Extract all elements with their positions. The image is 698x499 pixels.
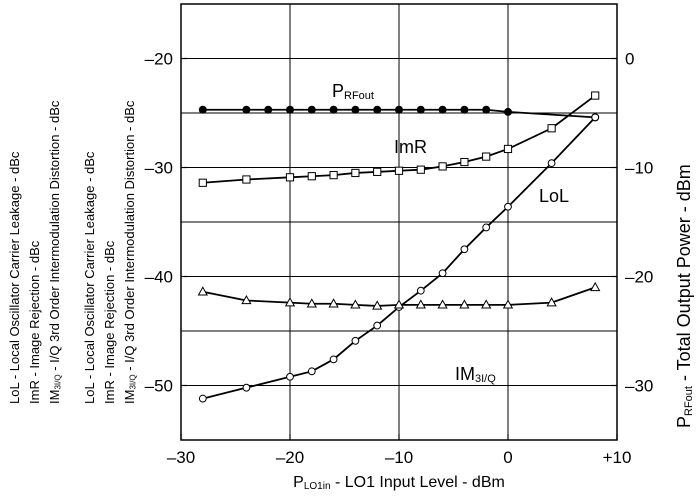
y-right-axis-label-sub: RFout <box>683 386 695 416</box>
x-tick-label: 0 <box>503 448 512 467</box>
y-left-axis-label: ImR - Image Rejection - dBc <box>27 240 42 404</box>
y-left-axis-label-main: LoL - Local Oscillator Carrier Leakage -… <box>82 151 97 404</box>
y-left-tick-label: –20 <box>145 50 173 69</box>
data-point <box>592 92 599 99</box>
y-right-axis-label-main: P <box>674 416 694 428</box>
y-left-axis-label-rest: - I/Q 3rd Order Intermodulation Distorti… <box>122 100 137 374</box>
y-left-axis-label: LoL - Local Oscillator Carrier Leakage -… <box>7 151 22 404</box>
series-label-sub: 3I/Q <box>475 373 496 385</box>
y-left-axis-label-main: IM <box>47 390 62 404</box>
grid-layer <box>181 4 617 440</box>
data-point <box>243 106 250 113</box>
data-point <box>592 114 599 121</box>
data-point <box>243 176 250 183</box>
data-point <box>505 108 512 115</box>
y-left-tick-label: –30 <box>145 159 173 178</box>
series-label: ImR <box>394 137 427 157</box>
series-label-main: LoL <box>539 186 569 206</box>
y-right-axis-label: PRFout - Total Output Power - dBm <box>674 164 695 428</box>
data-point <box>199 106 206 113</box>
x-tick-label: –20 <box>276 448 304 467</box>
data-point <box>286 174 293 181</box>
data-point <box>352 106 359 113</box>
data-point <box>439 163 446 170</box>
series-label: PRFout <box>332 81 374 102</box>
y-left-axis-label-main: ImR - Image Rejection - dBc <box>102 240 117 404</box>
y-right-tick-label: –30 <box>625 377 653 396</box>
x-axis-label-rest: - LO1 Input Level - dBm <box>331 474 505 491</box>
y-right-axis-label-rest: - Total Output Power - dBm <box>674 164 694 386</box>
data-point <box>439 106 446 113</box>
data-point <box>439 270 446 277</box>
x-tick-label: –10 <box>385 448 413 467</box>
data-point <box>461 158 468 165</box>
data-point <box>308 368 315 375</box>
x-tick-label: +10 <box>603 448 632 467</box>
y-left-axis-label-rest: - I/Q 3rd Order Intermodulation Distorti… <box>47 100 62 374</box>
x-axis-label-main: P <box>293 474 304 491</box>
data-point <box>417 287 424 294</box>
x-tick-label: –30 <box>167 448 195 467</box>
y-left-axis-label-main: LoL - Local Oscillator Carrier Leakage -… <box>7 151 22 404</box>
y-left-axis-label: LoL - Local Oscillator Carrier Leakage -… <box>82 151 97 404</box>
y-left-axis-label-main: ImR - Image Rejection - dBc <box>27 240 42 404</box>
data-point <box>199 179 206 186</box>
data-point <box>374 106 381 113</box>
data-point <box>374 168 381 175</box>
y-right-tick-label: –10 <box>625 159 653 178</box>
y-right-tick-label: –20 <box>625 268 653 287</box>
y-left-axis-label-sub: 3I/Q <box>54 374 63 389</box>
data-point <box>265 106 272 113</box>
data-point <box>308 173 315 180</box>
data-point <box>396 106 403 113</box>
y-right-tick-label: 0 <box>625 50 634 69</box>
series-label-main: ImR <box>394 137 427 157</box>
data-point <box>243 384 250 391</box>
data-point <box>483 106 490 113</box>
data-point <box>504 145 511 152</box>
data-point <box>417 166 424 173</box>
data-point <box>199 395 206 402</box>
series-label-main: IM <box>455 364 475 384</box>
data-point <box>483 153 490 160</box>
y-left-axis-label-sub: 3I/Q <box>129 374 138 389</box>
data-point <box>417 106 424 113</box>
series-label: IM3I/Q <box>455 364 496 385</box>
data-point <box>352 337 359 344</box>
data-point <box>395 167 402 174</box>
y-left-tick-label: –50 <box>145 377 173 396</box>
data-point <box>461 246 468 253</box>
data-point <box>483 224 490 231</box>
series-label-main: P <box>332 81 344 101</box>
y-left-tick-label: –40 <box>145 268 173 287</box>
series-label-sub: RFout <box>344 90 374 102</box>
data-point <box>548 125 555 132</box>
data-point <box>287 106 294 113</box>
y-left-axis-label: IM3I/Q - I/Q 3rd Order Intermodulation D… <box>47 100 63 404</box>
data-point <box>374 322 381 329</box>
y-left-axis-label-main: IM <box>122 390 137 404</box>
x-axis-label: PLO1in - LO1 Input Level - dBm <box>293 474 505 492</box>
data-point <box>330 356 337 363</box>
y-left-axis-label: IM3I/Q - I/Q 3rd Order Intermodulation D… <box>122 100 138 404</box>
data-point <box>591 283 600 291</box>
data-point <box>548 160 555 167</box>
data-point <box>199 287 208 295</box>
y-left-axis-label: ImR - Image Rejection - dBc <box>102 240 117 404</box>
series-label: LoL <box>539 186 569 206</box>
data-point <box>330 106 337 113</box>
data-point <box>461 106 468 113</box>
x-axis-label-sub: LO1in <box>304 481 331 492</box>
data-point <box>308 106 315 113</box>
data-point <box>287 373 294 380</box>
data-point <box>352 169 359 176</box>
data-point <box>505 203 512 210</box>
data-point <box>330 172 337 179</box>
